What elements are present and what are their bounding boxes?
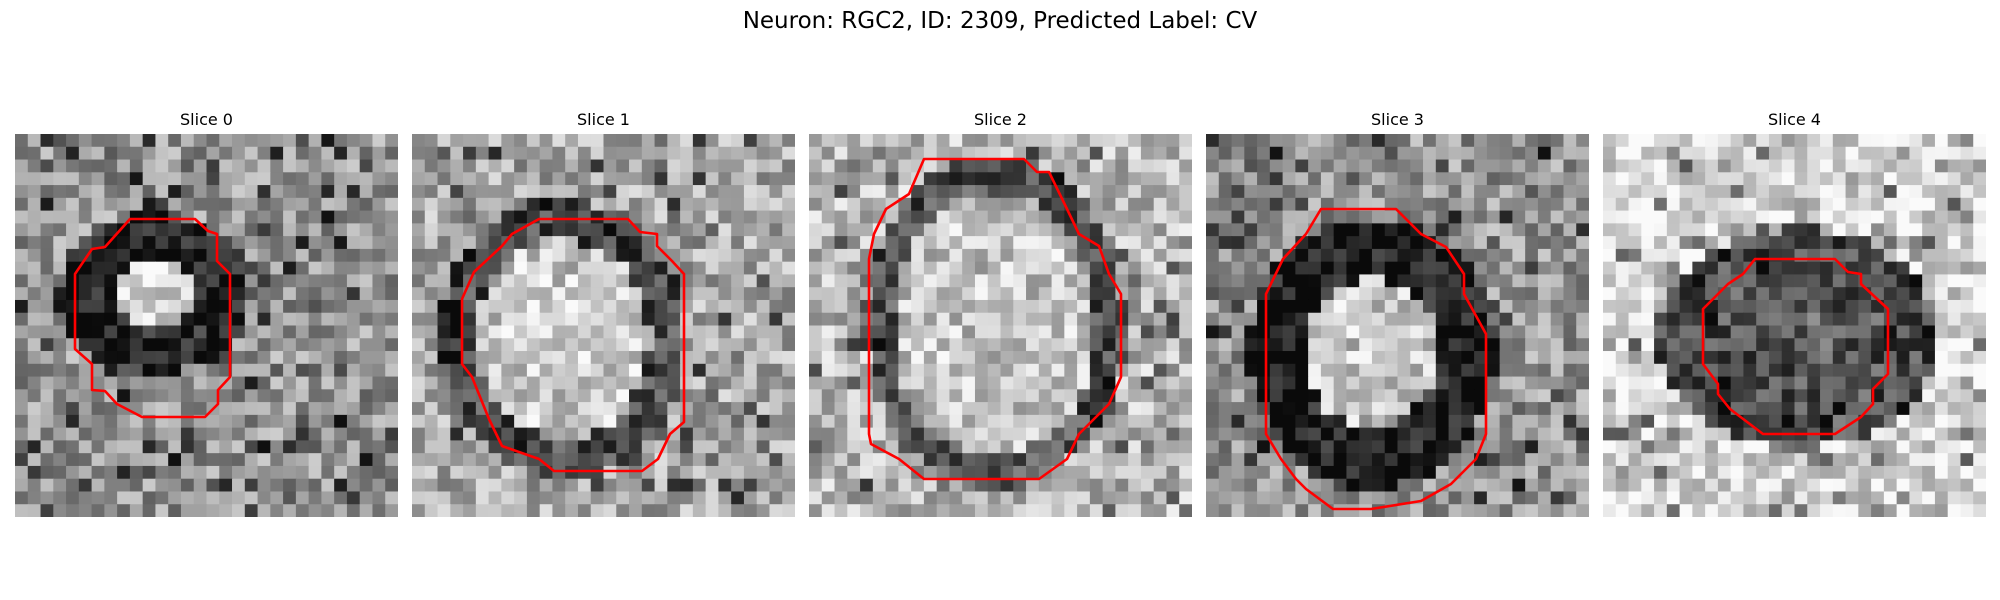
slice-title: Slice 1 [577,110,630,129]
slice-image-1 [412,134,795,517]
mask-outline [73,217,232,419]
mask-outline [1264,207,1488,511]
slice-title: Slice 4 [1768,110,1821,129]
slice-panel-2: Slice 2 [809,108,1192,517]
slice-panel-3: Slice 3 [1206,108,1589,517]
slice-title: Slice 3 [1371,110,1424,129]
mask-outline [1701,257,1890,436]
slice-title: Slice 0 [180,110,233,129]
mask-outline [460,217,686,473]
slice-image-4 [1603,134,1986,517]
slice-title: Slice 2 [974,110,1027,129]
slice-image-2 [809,134,1192,517]
slice-image-0 [15,134,398,517]
slice-image-3 [1206,134,1589,517]
slice-panel-4: Slice 4 [1603,108,1986,517]
slice-panel-1: Slice 1 [412,108,795,517]
mask-outline [867,157,1123,481]
slice-panel-0: Slice 0 [15,108,398,517]
figure-title: Neuron: RGC2, ID: 2309, Predicted Label:… [742,8,1258,34]
